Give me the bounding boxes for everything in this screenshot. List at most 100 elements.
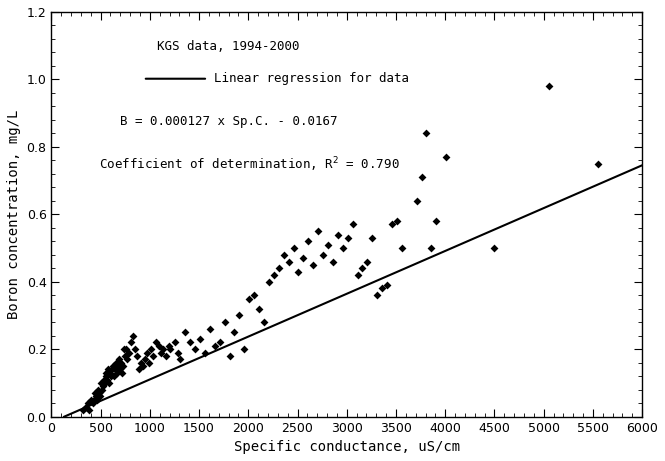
Point xyxy=(124,349,134,356)
Y-axis label: Boron concentration, mg/L: Boron concentration, mg/L xyxy=(7,110,21,319)
Point xyxy=(426,244,437,252)
Point xyxy=(163,342,174,349)
Point xyxy=(80,403,91,410)
Point xyxy=(543,83,554,90)
Point xyxy=(85,396,96,403)
Point xyxy=(114,355,124,363)
Point xyxy=(134,366,144,373)
Point xyxy=(96,386,107,393)
Point xyxy=(190,345,200,353)
Point xyxy=(92,386,103,393)
Point xyxy=(249,291,259,299)
Point xyxy=(431,217,442,225)
Point xyxy=(103,366,114,373)
Point xyxy=(273,265,284,272)
Point xyxy=(104,379,115,387)
Point xyxy=(288,244,299,252)
Point xyxy=(99,379,110,387)
Point xyxy=(180,329,191,336)
Point xyxy=(377,285,388,292)
Point xyxy=(130,345,140,353)
Point xyxy=(382,281,392,289)
Point xyxy=(116,359,126,366)
Point xyxy=(263,278,274,285)
Point xyxy=(113,362,124,370)
Point xyxy=(392,217,402,225)
Point xyxy=(303,237,314,245)
Point xyxy=(421,130,432,137)
Point xyxy=(259,319,269,326)
Point xyxy=(100,372,111,380)
Point xyxy=(109,372,120,380)
Point xyxy=(121,345,132,353)
Point xyxy=(229,329,240,336)
Point xyxy=(138,362,148,370)
Point xyxy=(95,379,106,387)
Point xyxy=(209,342,220,349)
Point xyxy=(239,345,249,353)
Point xyxy=(352,272,363,279)
Point xyxy=(337,244,348,252)
X-axis label: Specific conductance, uS/cm: Specific conductance, uS/cm xyxy=(233,440,460,454)
Point xyxy=(101,369,112,377)
Point xyxy=(93,390,104,397)
Point xyxy=(173,349,184,356)
Point xyxy=(144,359,154,366)
Point xyxy=(97,383,108,390)
Point xyxy=(88,396,99,403)
Point xyxy=(105,369,116,377)
Text: Linear regression for data: Linear regression for data xyxy=(214,72,409,85)
Point xyxy=(82,400,93,407)
Point xyxy=(136,359,146,366)
Point xyxy=(328,258,338,265)
Point xyxy=(214,339,225,346)
Point xyxy=(387,221,398,228)
Point xyxy=(117,369,128,377)
Text: Coefficient of determination, R$^2$ = 0.790: Coefficient of determination, R$^2$ = 0.… xyxy=(98,156,399,174)
Point xyxy=(146,345,156,353)
Point xyxy=(441,153,452,160)
Point xyxy=(160,352,171,360)
Point xyxy=(342,234,353,242)
Point xyxy=(298,254,309,262)
Point xyxy=(126,339,136,346)
Point xyxy=(108,362,119,370)
Point xyxy=(269,272,279,279)
Point xyxy=(416,173,427,181)
Point xyxy=(89,390,100,397)
Point xyxy=(234,312,245,319)
Point xyxy=(283,258,294,265)
Point xyxy=(128,332,138,339)
Point xyxy=(224,352,235,360)
Point xyxy=(156,349,166,356)
Point xyxy=(78,406,88,414)
Point xyxy=(254,305,265,313)
Point xyxy=(323,241,333,248)
Point xyxy=(313,227,323,235)
Point xyxy=(332,231,343,238)
Point xyxy=(293,268,304,275)
Point xyxy=(357,265,368,272)
Point xyxy=(279,251,289,259)
Text: KGS data, 1994-2000: KGS data, 1994-2000 xyxy=(158,40,300,53)
Point xyxy=(148,352,158,360)
Point xyxy=(118,362,128,370)
Point xyxy=(102,376,113,383)
Point xyxy=(91,396,102,403)
Point xyxy=(122,355,132,363)
Point xyxy=(489,244,500,252)
Point xyxy=(200,349,210,356)
Point xyxy=(396,244,407,252)
Point xyxy=(165,345,176,353)
Point xyxy=(593,160,603,167)
Point xyxy=(132,352,142,360)
Point xyxy=(219,319,230,326)
Point xyxy=(308,261,319,269)
Point xyxy=(195,336,205,343)
Point xyxy=(150,339,161,346)
Point xyxy=(205,325,215,333)
Point xyxy=(120,352,130,360)
Point xyxy=(185,339,196,346)
Point xyxy=(347,221,358,228)
Point xyxy=(158,345,168,353)
